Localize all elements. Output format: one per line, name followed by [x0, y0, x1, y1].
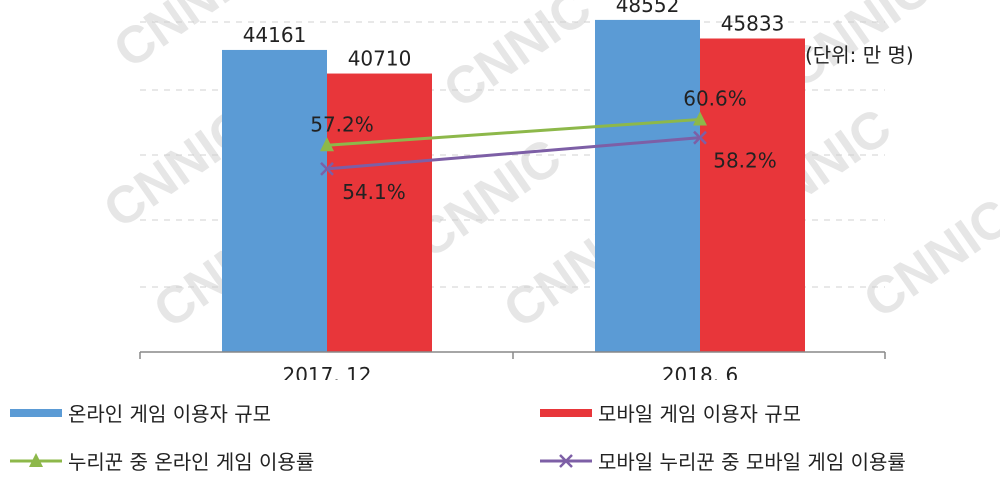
bar-value-label-0-0: 44161 [243, 23, 307, 47]
bar-mobile-0 [327, 73, 432, 352]
line-series [320, 111, 707, 176]
line-value-label-1-1: 58.2% [713, 149, 777, 173]
unit-label: (단위: 만 명) [805, 43, 914, 67]
legend-swatch-0 [10, 408, 62, 417]
line-value-label-1-0: 54.1% [342, 180, 406, 204]
legend-label-1: 모바일 게임 이용자 규모 [598, 402, 802, 426]
legend-item-3: 모바일 누리꾼 중 모바일 게임 이용률 [540, 446, 906, 475]
x-tick-label-0: 2017. 12 [282, 363, 371, 380]
bar-value-label-0-1: 48552 [616, 0, 680, 17]
legend-label-0: 온라인 게임 이용자 규모 [68, 402, 272, 426]
line-marker-triangle-0 [320, 137, 334, 152]
legend-item-1: 모바일 게임 이용자 규모 [540, 398, 801, 427]
watermark-text: CNNIC [434, 0, 602, 120]
line-value-label-0-0: 57.2% [310, 112, 374, 136]
bars [222, 19, 805, 353]
legend-item-2: 누리꾼 중 온라인 게임 이용률 [10, 446, 314, 475]
x-axis: 2017. 12 2018. 6 [139, 351, 886, 380]
legend-label-3: 모바일 누리꾼 중 모바일 게임 이용률 [598, 450, 906, 474]
line-value-label-0-1: 60.6% [683, 86, 747, 110]
line-marker-x-1 [693, 130, 707, 145]
x-tick-label-1: 2018. 6 [662, 363, 738, 380]
bar-online-0 [222, 49, 327, 353]
bar-mobile-1 [700, 38, 805, 352]
data-labels: 44161 40710 48552 45833 57.2% 60.6% 54.1% 58.2% [243, 0, 785, 204]
legend-item-0: 온라인 게임 이용자 규모 [10, 398, 271, 427]
legend-swatch-2 [10, 452, 62, 467]
line-marker-x-0 [320, 161, 334, 176]
bar-value-label-1-1: 45833 [721, 12, 785, 36]
line-online-rate [326, 117, 701, 147]
legend-swatch-3 [540, 453, 592, 468]
legend-swatch-1 [540, 408, 592, 417]
line-marker-triangle-1 [693, 111, 707, 126]
bar-value-label-1-0: 40710 [348, 47, 412, 71]
legend-label-2: 누리꾼 중 온라인 게임 이용률 [68, 450, 315, 474]
bar-online-1 [595, 19, 700, 352]
watermark-text: CNNIC [854, 188, 1000, 330]
line-mobile-rate [326, 136, 701, 171]
